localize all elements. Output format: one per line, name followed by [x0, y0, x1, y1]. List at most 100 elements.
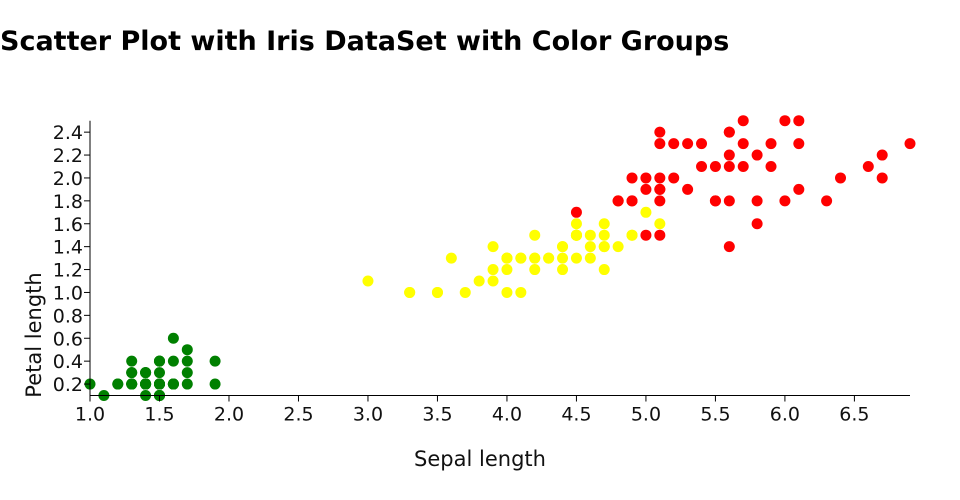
point-versicolor	[515, 286, 527, 298]
x-tick: 4.0	[492, 395, 522, 426]
x-tick-label: 2.5	[283, 404, 313, 426]
x-tick: 1.5	[144, 395, 175, 426]
x-tick: 3.5	[422, 395, 453, 426]
y-tick-label: 0.6	[53, 328, 83, 350]
point-setosa	[126, 378, 138, 390]
y-tick-label: 1.6	[53, 214, 83, 236]
x-tick: 1.0	[75, 395, 105, 426]
point-versicolor	[557, 252, 569, 264]
point-virginica	[654, 172, 666, 184]
y-tick-label: 0.8	[53, 305, 83, 327]
point-virginica	[737, 115, 749, 127]
chart-title: Scatter Plot with Iris DataSet with Colo…	[0, 26, 730, 57]
point-virginica	[654, 195, 666, 207]
point-setosa	[181, 344, 193, 356]
x-tick-label: 3.0	[353, 404, 383, 426]
point-versicolor	[654, 218, 666, 230]
point-setosa	[112, 378, 124, 390]
x-tick-label: 6.5	[839, 404, 869, 426]
y-axis: 0.20.40.60.81.01.21.41.61.82.02.22.4	[53, 120, 91, 396]
y-axis-label: Petal length	[22, 272, 46, 397]
point-setosa	[140, 367, 152, 379]
point-setosa	[153, 355, 165, 367]
x-tick: 3.0	[353, 395, 383, 426]
point-versicolor	[584, 229, 596, 241]
point-virginica	[779, 115, 791, 127]
point-versicolor	[487, 241, 499, 253]
point-virginica	[723, 149, 735, 161]
point-setosa	[181, 378, 193, 390]
point-virginica	[723, 161, 735, 172]
point-virginica	[640, 183, 652, 195]
point-virginica	[723, 126, 735, 138]
x-tick-label: 3.5	[422, 404, 452, 426]
x-tick-label: 1.0	[75, 404, 105, 426]
y-tick: 2.2	[53, 145, 90, 167]
y-tick: 2.0	[53, 168, 90, 190]
y-tick: 0.4	[53, 351, 90, 373]
point-setosa	[209, 378, 221, 390]
point-versicolor	[529, 264, 541, 276]
point-setosa	[126, 355, 138, 367]
y-tick-label: 0.4	[53, 351, 83, 373]
y-tick-label: 2.4	[53, 122, 83, 144]
x-tick: 5.5	[700, 395, 731, 426]
y-tick: 2.4	[53, 122, 90, 144]
point-virginica	[654, 138, 666, 150]
x-tick: 6.0	[770, 395, 800, 426]
point-virginica	[779, 195, 791, 207]
point-virginica	[682, 138, 694, 150]
point-virginica	[626, 195, 638, 207]
y-tick: 1.0	[53, 282, 90, 304]
point-virginica	[793, 138, 805, 150]
x-tick: 4.5	[561, 395, 592, 426]
point-virginica	[751, 195, 763, 207]
point-virginica	[654, 183, 666, 195]
point-virginica	[682, 183, 694, 195]
x-axis: 1.0 1.5 2.0 2.5 3.0 3.5 4.0 4.5 5.0 5.5 6.0 6.5	[75, 395, 910, 426]
y-tick-label: 1.8	[53, 191, 83, 213]
point-virginica	[821, 195, 833, 207]
point-setosa	[153, 367, 165, 379]
point-versicolor	[529, 252, 541, 264]
point-virginica	[709, 161, 721, 172]
point-versicolor	[557, 241, 569, 253]
y-tick-label: 2.0	[53, 168, 83, 190]
point-virginica	[696, 138, 708, 150]
point-setosa	[181, 367, 193, 379]
point-versicolor	[487, 275, 499, 287]
point-versicolor	[543, 252, 555, 264]
point-setosa	[153, 378, 165, 390]
point-versicolor	[501, 286, 513, 298]
y-tick-label: 1.0	[53, 282, 83, 304]
point-versicolor	[598, 264, 610, 276]
y-tick-label: 2.2	[53, 145, 83, 167]
point-setosa	[167, 332, 179, 344]
point-versicolor	[515, 252, 527, 264]
point-virginica	[737, 161, 749, 172]
point-virginica	[793, 183, 805, 195]
point-virginica	[640, 229, 652, 241]
point-versicolor	[459, 286, 471, 298]
x-tick-label: 6.0	[770, 404, 800, 426]
point-versicolor	[501, 264, 513, 276]
point-virginica	[612, 195, 624, 207]
x-tick: 2.5	[283, 395, 314, 426]
point-versicolor	[584, 252, 596, 264]
point-virginica	[723, 241, 735, 253]
y-tick: 1.6	[53, 214, 90, 236]
point-virginica	[751, 149, 763, 161]
point-virginica	[751, 218, 763, 230]
y-tick-label: 0.2	[53, 374, 83, 396]
point-setosa	[209, 355, 221, 367]
point-versicolor	[473, 275, 485, 287]
point-virginica	[835, 172, 847, 184]
y-tick: 0.6	[53, 328, 90, 350]
x-tick-label: 4.0	[492, 404, 522, 426]
point-virginica	[640, 172, 652, 184]
x-tick: 5.0	[631, 395, 661, 426]
point-versicolor	[598, 229, 610, 241]
point-versicolor	[557, 264, 569, 276]
point-virginica	[668, 172, 680, 184]
point-versicolor	[570, 252, 582, 264]
